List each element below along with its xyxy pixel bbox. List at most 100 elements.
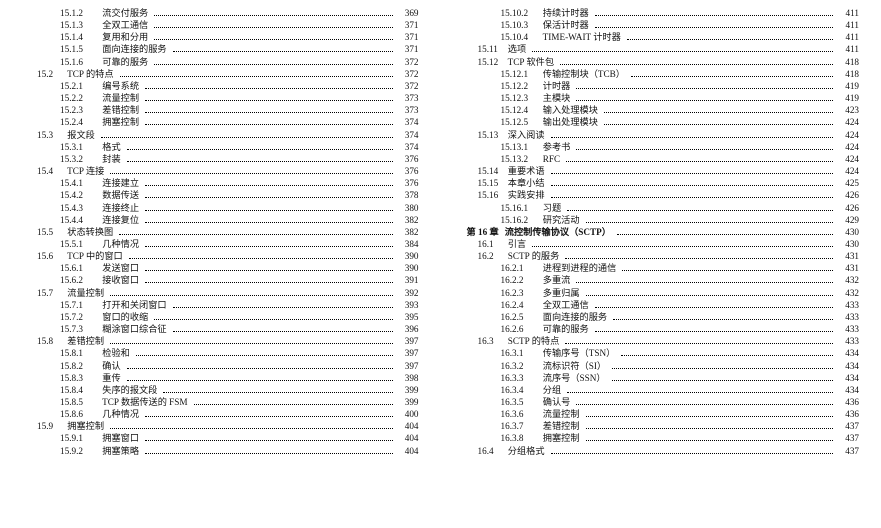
toc-entry-title: 引言 xyxy=(508,239,526,249)
toc-entry-number: 15.10.2 xyxy=(501,8,541,20)
toc-entry-page: 425 xyxy=(835,178,859,190)
toc-entry: 15.4.3 连接终止380 xyxy=(26,203,419,215)
toc-entry-title: 确认号 xyxy=(543,397,571,407)
toc-leader-dots xyxy=(532,246,833,247)
toc-leader-dots xyxy=(127,161,393,162)
toc-entry-number: 15.12.4 xyxy=(501,105,541,117)
toc-leader-dots xyxy=(127,380,393,381)
toc-leader-dots xyxy=(604,124,833,125)
toc-entry-lead: 15.13.2 RFC xyxy=(467,154,565,166)
toc-entry-lead: 15.6.2 接收窗口 xyxy=(26,275,143,287)
toc-entry-lead: 15.8.2 确认 xyxy=(26,361,125,373)
toc-entry: 15.2.1 编号系统372 xyxy=(26,81,419,93)
toc-entry-lead: 15.8.6 几种情况 xyxy=(26,409,143,421)
toc-entry-page: 434 xyxy=(835,373,859,385)
toc-entry-number: 16.3.3 xyxy=(501,373,541,385)
toc-entry-lead: 16.2.2 多重流 xyxy=(467,275,575,287)
toc-entry-number: 15.4.2 xyxy=(60,190,100,202)
toc-entry-lead: 15.4 TCP 连接 xyxy=(26,166,108,178)
toc-entry: 15.10.3 保活计时器411 xyxy=(467,20,860,32)
toc-entry: 15.1.2 流交付服务369 xyxy=(26,8,419,20)
toc-entry-title: 输出处理模块 xyxy=(543,117,598,127)
toc-entry-number: 16.3.2 xyxy=(501,361,541,373)
toc-entry-page: 374 xyxy=(395,142,419,154)
toc-entry-page: 419 xyxy=(835,93,859,105)
toc-leader-dots xyxy=(154,39,392,40)
toc-entry-lead: 15.12.1 传输控制块（TCB） xyxy=(467,69,629,81)
toc-entry-page: 371 xyxy=(395,44,419,56)
toc-entry-lead: 16.3.8 拥塞控制 xyxy=(467,433,584,445)
toc-entry: 15.16 实践安排426 xyxy=(467,190,860,202)
toc-entry-number: 15.2.2 xyxy=(60,93,100,105)
toc-entry-title: 格式 xyxy=(102,142,120,152)
toc-entry-title: 多重流 xyxy=(543,275,571,285)
toc-entry-number: 16.2.2 xyxy=(501,275,541,287)
toc-entry-title: 拥塞窗口 xyxy=(102,433,139,443)
toc-entry-title: 封装 xyxy=(102,154,120,164)
toc-entry: 16.3.1 传输序号（TSN）434 xyxy=(467,348,860,360)
toc-leader-dots xyxy=(576,404,833,405)
toc-entry-title: 深入阅读 xyxy=(508,130,545,140)
toc-entry-title: 拥塞控制 xyxy=(102,117,139,127)
toc-entry-number: 15.13.1 xyxy=(501,142,541,154)
toc-entry: 15.16.1 习题426 xyxy=(467,203,860,215)
toc-entry-page: 373 xyxy=(395,105,419,117)
toc-entry-lead: 15.4.1 连接建立 xyxy=(26,178,143,190)
toc-entry-page: 372 xyxy=(395,57,419,69)
toc-entry-page: 399 xyxy=(395,385,419,397)
toc-entry-number: 16.3.7 xyxy=(501,421,541,433)
toc-leader-dots xyxy=(154,27,392,28)
toc-entry-number: 15.8.3 xyxy=(60,373,100,385)
toc-entry-page: 424 xyxy=(835,117,859,129)
toc-entry-number: 第 16 章 xyxy=(467,227,503,239)
toc-entry: 15.2.2 流量控制373 xyxy=(26,93,419,105)
toc-entry-number: 15.16.2 xyxy=(501,215,541,227)
toc-leader-dots xyxy=(595,331,833,332)
toc-entry: 15.2.4 拥塞控制374 xyxy=(26,117,419,129)
toc-entry-lead: 16.3.6 流量控制 xyxy=(467,409,584,421)
toc-entry-lead: 15.2 TCP 的特点 xyxy=(26,69,118,81)
toc-leader-dots xyxy=(129,258,393,259)
toc-entry-lead: 15.1.2 流交付服务 xyxy=(26,8,152,20)
toc-entry-number: 15.7.1 xyxy=(60,300,100,312)
toc-entry-title: 分组格式 xyxy=(508,446,545,456)
toc-entry-number: 16.3 xyxy=(478,336,506,348)
toc-entry-number: 15.11 xyxy=(478,44,506,56)
toc-entry: 15.1.5 面向连接的服务371 xyxy=(26,44,419,56)
toc-entry: 15.4 TCP 连接376 xyxy=(26,166,419,178)
toc-leader-dots xyxy=(567,392,833,393)
toc-leader-dots xyxy=(110,428,392,429)
toc-entry-page: 424 xyxy=(835,166,859,178)
toc-entry-title: 编号系统 xyxy=(102,81,139,91)
toc-entry-page: 372 xyxy=(395,81,419,93)
toc-leader-dots xyxy=(586,428,833,429)
toc-entry-page: 400 xyxy=(395,409,419,421)
toc-leader-dots xyxy=(127,368,393,369)
toc-entry: 16.2.6 可靠的服务433 xyxy=(467,324,860,336)
toc-entry-lead: 16.3.4 分组 xyxy=(467,385,566,397)
toc-entry-lead: 15.9 拥塞控制 xyxy=(26,421,108,433)
toc-entry-title: 进程到进程的通信 xyxy=(543,263,617,273)
toc-entry-title: SCTP 的服务 xyxy=(508,251,559,261)
toc-entry-lead: 16.1 引言 xyxy=(467,239,531,251)
toc-entry-number: 16.3.8 xyxy=(501,433,541,445)
toc-entry-page: 436 xyxy=(835,409,859,421)
toc-entry-lead: 15.12.3 主模块 xyxy=(467,93,575,105)
toc-entry-lead: 15.4.3 连接终止 xyxy=(26,203,143,215)
toc-entry: 15.12 TCP 软件包418 xyxy=(467,57,860,69)
toc-entry-title: 可靠的服务 xyxy=(543,324,589,334)
toc-entry: 15.4.2 数据传送378 xyxy=(26,190,419,202)
toc-leader-dots xyxy=(145,282,392,283)
toc-entry-number: 16.3.6 xyxy=(501,409,541,421)
toc-leader-dots xyxy=(110,173,392,174)
toc-entry-number: 15.16.1 xyxy=(501,203,541,215)
toc-entry-lead: 第 16 章 流控制传输协议（SCTP） xyxy=(467,227,615,239)
toc-entry-page: 404 xyxy=(395,446,419,458)
toc-entry-number: 15.1.4 xyxy=(60,32,100,44)
toc-entry-number: 15.12.3 xyxy=(501,93,541,105)
toc-entry-title: 流序号（SSN） xyxy=(543,373,606,383)
toc-entry: 15.6.1 发送窗口390 xyxy=(26,263,419,275)
toc-entry-title: 连接建立 xyxy=(102,178,139,188)
toc-entry-lead: 15.12 TCP 软件包 xyxy=(467,57,559,69)
toc-entry-lead: 15.4.4 连接复位 xyxy=(26,215,143,227)
